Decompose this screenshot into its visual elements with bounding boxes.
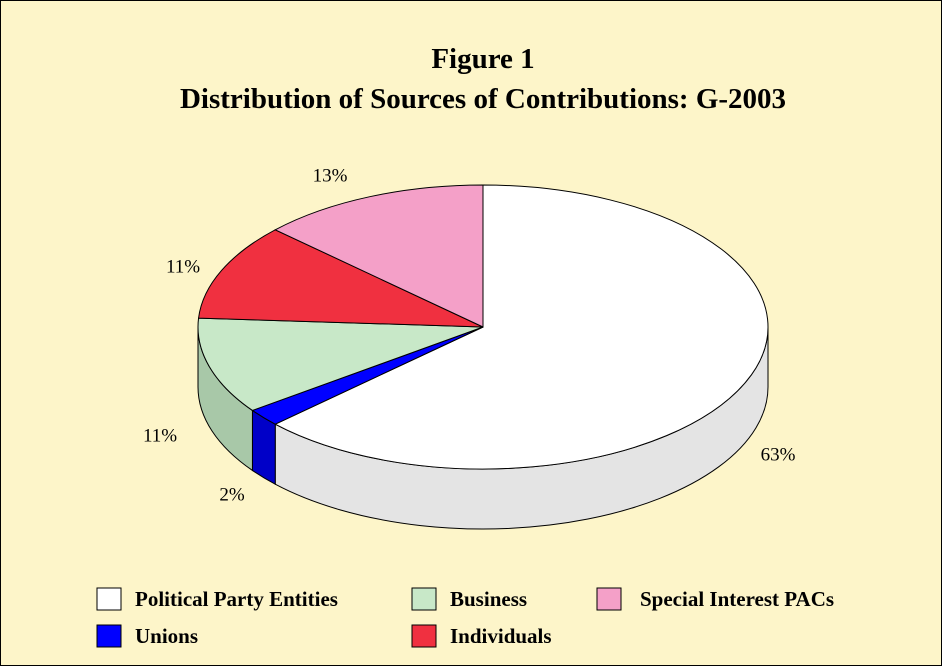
legend-label: Special Interest PACs [640,587,834,611]
data-label: 11% [143,425,177,446]
legend-label: Business [450,587,527,611]
data-label: 11% [166,256,200,277]
data-label: 2% [219,484,245,505]
pie-slice [197,317,484,412]
pie-slice [274,184,769,470]
legend-swatch [596,587,622,611]
chart-subtitle: Distribution of Sources of Contributions… [180,83,786,115]
legend-swatch [96,624,122,648]
pie-slice [197,229,484,328]
legend-swatch [96,587,122,611]
chart-title: Figure 1 [431,43,534,75]
pie-slice [274,184,484,328]
legend-label: Individuals [450,624,552,648]
legend-swatch [411,587,437,611]
legend-swatch [411,624,437,648]
legend-label: Unions [135,624,198,648]
data-label: 13% [313,165,348,186]
data-label: 63% [761,444,796,465]
legend-label: Political Party Entities [135,587,338,611]
